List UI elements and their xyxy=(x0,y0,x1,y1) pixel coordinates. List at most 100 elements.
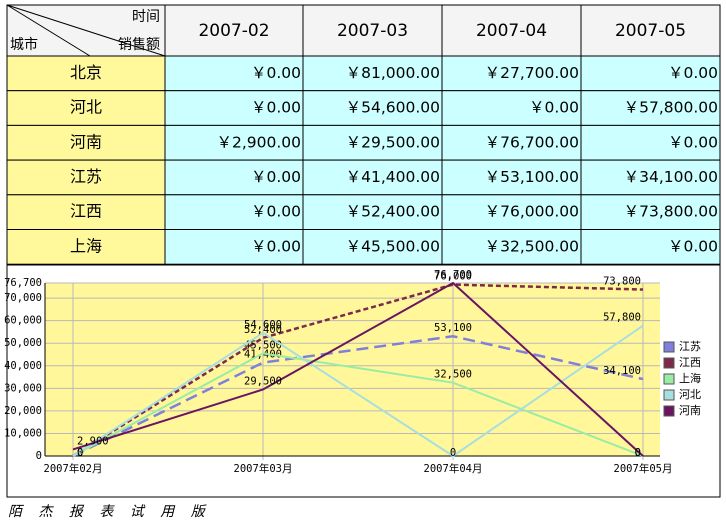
value-label: ￥45,500.00 xyxy=(346,237,440,255)
value-label: ￥57,800.00 xyxy=(624,99,718,117)
y-tick-label: 60,000 xyxy=(4,315,42,327)
column-header: 2007-04 xyxy=(476,21,547,41)
value-label: ￥0.00 xyxy=(529,99,579,117)
corner-label: 城市 xyxy=(10,36,38,53)
value-label: ￥76,700.00 xyxy=(485,133,579,151)
data-label: 34,100 xyxy=(603,365,641,377)
value-label: ￥2,900.00 xyxy=(216,133,301,151)
city-cell xyxy=(6,159,166,196)
value-label: ￥32,500.00 xyxy=(485,237,579,255)
data-label: 54,600 xyxy=(244,319,282,331)
city-label: 河南 xyxy=(70,132,102,151)
value-label: ￥0.00 xyxy=(668,64,718,82)
footer: 陌 杰 报 表 试 用 版 xyxy=(8,504,211,520)
data-label: 76,700 xyxy=(434,269,472,281)
y-tick-label: 30,000 xyxy=(4,382,42,394)
x-tick-label: 2007年02月 xyxy=(44,462,103,475)
y-tick-label: 0 xyxy=(36,450,42,462)
y-tick-label: 50,000 xyxy=(4,337,42,349)
value-cell xyxy=(164,194,304,231)
value-cell xyxy=(302,55,443,92)
corner-label: 时间 xyxy=(132,9,160,25)
data-label: 45,500 xyxy=(244,339,282,351)
value-cell xyxy=(580,229,721,265)
value-cell xyxy=(580,55,721,92)
series-line xyxy=(72,352,644,457)
x-tick-label: 2007年04月 xyxy=(424,462,483,475)
city-cell xyxy=(6,229,166,265)
value-cell xyxy=(441,90,582,126)
y-tick-label: 10,000 xyxy=(4,427,42,439)
value-label: ￥0.00 xyxy=(251,203,301,221)
value-cell xyxy=(580,124,721,161)
value-label: ￥54,600.00 xyxy=(346,99,440,117)
data-label: 29,500 xyxy=(244,375,282,387)
value-cell xyxy=(164,229,304,265)
legend-label: 河北 xyxy=(679,388,701,401)
value-cell xyxy=(164,124,304,161)
y-tick-label: 20,000 xyxy=(4,405,42,417)
city-label: 江西 xyxy=(70,202,102,221)
data-label: 0 xyxy=(635,447,641,459)
value-cell xyxy=(164,159,304,196)
value-cell xyxy=(164,90,304,126)
value-cell xyxy=(302,229,443,265)
value-cell xyxy=(441,55,582,92)
city-cell xyxy=(6,124,166,161)
city-label: 北京 xyxy=(70,63,102,82)
value-label: ￥0.00 xyxy=(251,237,301,255)
city-label: 河北 xyxy=(70,98,102,117)
value-label: ￥41,400.00 xyxy=(346,168,440,186)
value-label: ￥0.00 xyxy=(251,64,301,82)
x-tick-label: 2007年05月 xyxy=(614,462,673,475)
value-label: ￥27,700.00 xyxy=(485,64,579,82)
series-line xyxy=(72,281,644,457)
value-label: ￥53,100.00 xyxy=(485,168,579,186)
column-header: 2007-05 xyxy=(615,21,686,41)
value-cell xyxy=(580,90,721,126)
value-cell xyxy=(580,159,721,196)
legend-swatch xyxy=(663,389,675,401)
x-tick-label: 2007年03月 xyxy=(234,462,293,475)
column-header: 2007-02 xyxy=(198,21,269,41)
value-label: ￥0.00 xyxy=(251,99,301,117)
value-label: ￥73,800.00 xyxy=(624,203,718,221)
legend-swatch xyxy=(663,357,675,369)
column-header: 2007-03 xyxy=(337,21,408,41)
y-tick-label: 40,000 xyxy=(4,360,42,372)
data-label: 0 xyxy=(77,447,83,459)
city-cell xyxy=(6,90,166,126)
legend-label: 河南 xyxy=(679,404,701,417)
data-label: 57,800 xyxy=(603,312,641,324)
city-label: 上海 xyxy=(70,236,102,255)
data-label: 2,900 xyxy=(77,435,109,447)
legend-swatch xyxy=(663,373,675,385)
value-label: ￥52,400.00 xyxy=(346,203,440,221)
value-cell xyxy=(302,194,443,231)
data-label: 32,500 xyxy=(434,369,472,381)
corner-diagonal xyxy=(6,4,91,57)
value-cell xyxy=(302,124,443,161)
data-label: 0 xyxy=(77,447,83,459)
value-label: ￥29,500.00 xyxy=(346,133,440,151)
series-line xyxy=(72,283,644,458)
series-line xyxy=(72,324,644,458)
data-label: 0 xyxy=(635,447,641,459)
data-label: 52,400 xyxy=(244,324,282,336)
value-label: ￥0.00 xyxy=(251,168,301,186)
value-cell xyxy=(441,229,582,265)
legend-swatch xyxy=(663,341,675,353)
value-label: ￥34,100.00 xyxy=(624,168,718,186)
data-label: 73,800 xyxy=(603,276,641,288)
data-label: 0 xyxy=(450,447,456,459)
legend-label: 上海 xyxy=(679,371,701,385)
data-label: 53,100 xyxy=(434,322,472,334)
corner-label: 销售额 xyxy=(118,37,160,53)
value-label: ￥0.00 xyxy=(668,237,718,255)
value-cell xyxy=(580,194,721,231)
legend-swatch xyxy=(663,405,675,417)
city-label: 江苏 xyxy=(70,167,102,186)
data-label: 76,000 xyxy=(434,271,472,283)
value-label: ￥81,000.00 xyxy=(346,64,440,82)
